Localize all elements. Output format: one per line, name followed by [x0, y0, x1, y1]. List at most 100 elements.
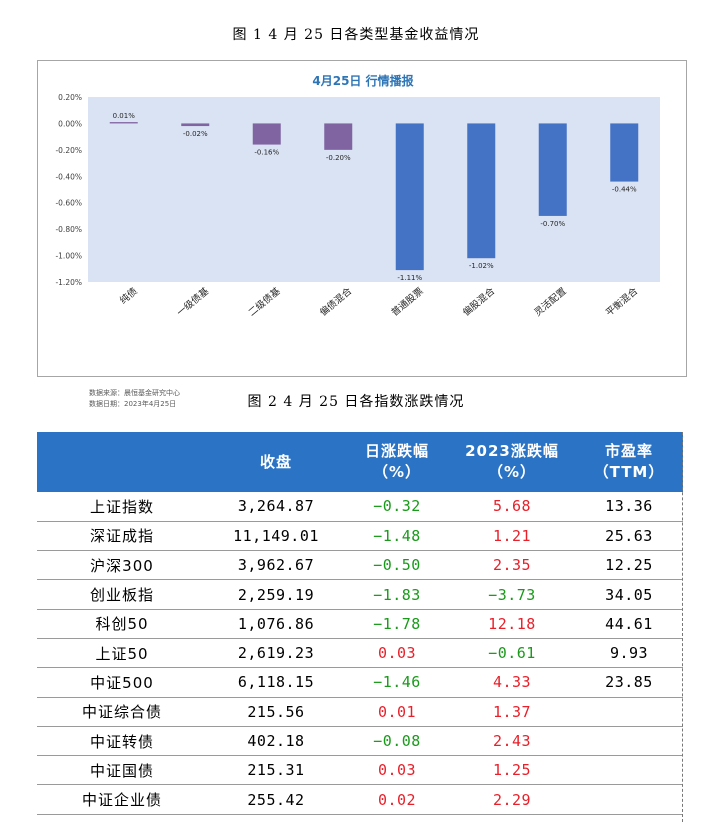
close-cell: 11,149.01 [207, 521, 345, 552]
ytd-change-cell: −3.73 [449, 579, 575, 610]
pe-cell [575, 726, 683, 757]
close-cell: 402.18 [207, 726, 345, 757]
ytd-change-cell: 2.35 [449, 550, 575, 581]
bar-4 [395, 123, 424, 271]
bar-1 [181, 123, 210, 127]
pe-cell: 9.93 [575, 638, 683, 669]
pe-cell: 44.61 [575, 609, 683, 639]
pe-cell: 23.85 [575, 667, 683, 698]
y-tick-label: -1.20% [55, 278, 82, 287]
index-name-cell: 中证500 [37, 667, 207, 698]
close-cell: 3,962.67 [207, 550, 345, 581]
bar-value-label: -0.02% [183, 130, 208, 138]
table-row: 中证国债 215.31 0.03 1.25 [37, 755, 683, 786]
index-name-cell: 创业板指 [37, 579, 207, 610]
index-name-cell: 上证指数 [37, 492, 207, 522]
bar-value-label: -0.20% [326, 154, 351, 162]
day-change-cell: −0.50 [345, 550, 449, 581]
y-tick-label: 0.20% [58, 93, 82, 102]
table-row: 上证50 2,619.23 0.03 −0.61 9.93 [37, 638, 683, 669]
table-row: 沪深300 3,962.67 −0.50 2.35 12.25 [37, 550, 683, 581]
x-category-label: 偏债混合 [317, 285, 354, 319]
day-change-cell: −1.46 [345, 667, 449, 698]
table-header-row: 收盘 日涨跌幅 （%） 2023涨跌幅 （%） 市盈率 （TTM） [37, 432, 683, 492]
index-name-cell: 中证转债 [37, 726, 207, 757]
y-tick-label: 0.00% [58, 119, 82, 128]
index-table-container: 收盘 日涨跌幅 （%） 2023涨跌幅 （%） 市盈率 （TTM） 上证指数 3,264.87… [37, 432, 683, 815]
close-cell: 1,076.86 [207, 609, 345, 639]
index-name-cell: 中证企业债 [37, 784, 207, 815]
index-name-cell: 沪深300 [37, 550, 207, 581]
ytd-change-cell: 12.18 [449, 609, 575, 639]
table-header-cell: 日涨跌幅 （%） [345, 432, 449, 492]
close-cell: 215.56 [207, 697, 345, 727]
close-cell: 2,619.23 [207, 638, 345, 669]
x-category-label: 灵活配置 [532, 285, 569, 319]
pe-cell [575, 697, 683, 727]
x-category-label: 二级债基 [246, 285, 283, 319]
table-row: 中证500 6,118.15 −1.46 4.33 23.85 [37, 667, 683, 698]
ytd-change-cell: 2.29 [449, 784, 575, 815]
ytd-change-cell: 1.25 [449, 755, 575, 786]
x-category-label: 平衡混合 [603, 285, 640, 319]
close-cell: 215.31 [207, 755, 345, 786]
close-cell: 255.42 [207, 784, 345, 815]
pe-cell [575, 755, 683, 786]
day-change-cell: 0.02 [345, 784, 449, 815]
day-change-cell: 0.01 [345, 697, 449, 727]
index-name-cell: 上证50 [37, 638, 207, 669]
day-change-cell: −1.48 [345, 521, 449, 552]
table-header-cell [37, 432, 207, 492]
figure2-caption: 图 2 4 月 25 日各指数涨跌情况 [247, 394, 465, 410]
table-row: 创业板指 2,259.19 −1.83 −3.73 34.05 [37, 579, 683, 610]
bar-value-label: -0.16% [254, 149, 279, 157]
table-row: 科创50 1,076.86 −1.78 12.18 44.61 [37, 609, 683, 639]
ytd-change-cell: 2.43 [449, 726, 575, 757]
table-header-cell: 市盈率 （TTM） [575, 432, 683, 492]
bar-2 [252, 123, 281, 145]
index-name-cell: 中证综合债 [37, 697, 207, 727]
table-header-cell: 2023涨跌幅 （%） [449, 432, 575, 492]
table-header-cell: 收盘 [207, 432, 345, 492]
ytd-change-cell: 1.21 [449, 521, 575, 552]
index-performance-table: 收盘 日涨跌幅 （%） 2023涨跌幅 （%） 市盈率 （TTM） 上证指数 3,264.87… [37, 432, 683, 815]
day-change-cell: −1.83 [345, 579, 449, 610]
ytd-change-cell: 5.68 [449, 492, 575, 522]
pe-cell [575, 784, 683, 815]
bar-value-label: -0.44% [612, 186, 637, 194]
bar-3 [324, 123, 353, 150]
pe-cell: 34.05 [575, 579, 683, 610]
bar-value-label: -1.02% [469, 262, 494, 270]
figure1-caption: 图 1 4 月 25 日各类型基金收益情况 [232, 27, 480, 43]
data-source-note: 数据来源：晨恒基金研究中心 [89, 389, 180, 397]
x-category-label: 纯债 [117, 285, 140, 307]
ytd-change-cell: 4.33 [449, 667, 575, 698]
bar-value-label: -1.11% [397, 274, 422, 282]
bar-7 [610, 123, 639, 182]
fund-return-chart: 4月25日 行情播报 0.20% 0.00% -0.20% -0.40% -0.60% -0… [37, 60, 687, 408]
x-category-label: 一级债基 [174, 285, 211, 319]
day-change-cell: 0.03 [345, 638, 449, 669]
pe-cell: 25.63 [575, 521, 683, 552]
table-row: 中证转债 402.18 −0.08 2.43 [37, 726, 683, 757]
y-tick-label: -0.40% [55, 172, 82, 181]
close-cell: 2,259.19 [207, 579, 345, 610]
index-name-cell: 深证成指 [37, 521, 207, 552]
ytd-change-cell: −0.61 [449, 638, 575, 669]
table-row: 中证企业债 255.42 0.02 2.29 [37, 784, 683, 815]
day-change-cell: −1.78 [345, 609, 449, 639]
pe-cell: 13.36 [575, 492, 683, 522]
bar-5 [467, 123, 496, 259]
bar-value-label: -0.70% [540, 220, 565, 228]
x-category-label: 普通股票 [389, 285, 426, 319]
table-row: 中证综合债 215.56 0.01 1.37 [37, 697, 683, 727]
x-category-label: 偏股混合 [460, 285, 497, 319]
y-tick-label: -0.20% [55, 146, 82, 155]
y-tick-label: -1.00% [55, 252, 82, 261]
y-tick-label: -0.60% [55, 199, 82, 208]
data-date-note: 数据日期：2023年4月25日 [89, 400, 177, 408]
bar-value-label: 0.01% [113, 112, 136, 120]
day-change-cell: −0.08 [345, 726, 449, 757]
bar-0 [109, 122, 138, 124]
y-tick-label: -0.80% [55, 225, 82, 234]
